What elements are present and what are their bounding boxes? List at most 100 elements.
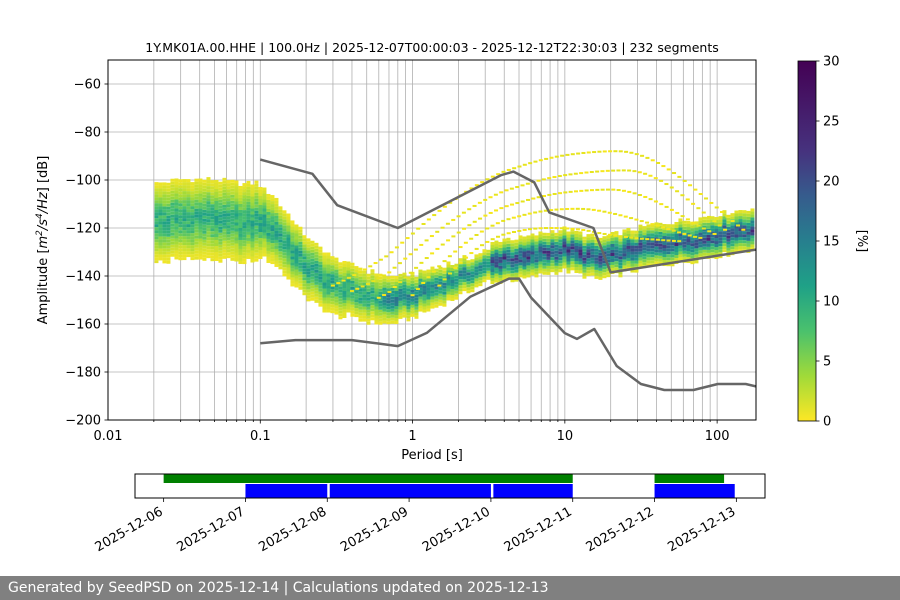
heatmap-cell (254, 258, 259, 262)
heatmap-cell (714, 244, 719, 248)
heatmap-cell (630, 233, 635, 237)
heatmap-cell (254, 237, 259, 241)
heatmap-outlier-cell (554, 208, 559, 211)
heatmap-cell (502, 247, 507, 251)
heatmap-cell (306, 286, 311, 290)
heatmap-cell (306, 277, 311, 281)
heatmap-cell (202, 200, 207, 204)
heatmap-outlier-cell (494, 209, 499, 212)
heatmap-cell (638, 224, 643, 228)
heatmap-cell (654, 240, 659, 244)
heatmap-cell (686, 245, 691, 249)
heatmap-outlier-cell (522, 213, 527, 216)
heatmap-cell (278, 266, 283, 270)
heatmap-cell (394, 278, 399, 282)
heatmap-cell (234, 216, 239, 220)
heatmap-cell (218, 214, 223, 218)
heatmap-cell (242, 216, 247, 220)
heatmap-cell (374, 285, 379, 289)
heatmap-cell (454, 269, 459, 273)
heatmap-cell (314, 287, 319, 291)
heatmap-cell (278, 245, 283, 249)
heatmap-cell (358, 300, 363, 304)
heatmap-cell (350, 307, 355, 311)
heatmap-cell (694, 260, 699, 264)
heatmap-cell (562, 259, 567, 263)
heatmap-cell (318, 246, 323, 250)
heatmap-cell (182, 179, 187, 183)
heatmap-cell (594, 257, 599, 261)
heatmap-cell (206, 222, 211, 226)
heatmap-cell (654, 243, 659, 247)
heatmap-cell (466, 260, 471, 264)
psd-heatmap (154, 150, 755, 325)
heatmap-cell (250, 190, 255, 194)
heatmap-outlier-cell (602, 210, 607, 213)
heatmap-cell (166, 254, 171, 258)
heatmap-cell (658, 240, 663, 244)
heatmap-cell (254, 213, 259, 217)
heatmap-cell (226, 207, 231, 211)
heatmap-cell (706, 219, 711, 223)
heatmap-cell (650, 257, 655, 261)
heatmap-outlier-cell (623, 215, 628, 218)
heatmap-cell (398, 282, 403, 286)
heatmap-cell (322, 252, 327, 256)
heatmap-cell (382, 278, 387, 282)
heatmap-cell (590, 236, 595, 240)
heatmap-cell (554, 265, 559, 269)
heatmap-outlier-cell (458, 261, 463, 264)
timeline-date-ticks: 2025-12-06 2025-12-07 2025-12-08 2025-12-09… (93, 498, 738, 555)
heatmap-cell (478, 283, 483, 287)
heatmap-cell (550, 233, 555, 237)
heatmap-cell (402, 296, 407, 300)
heatmap-outlier-cell (378, 258, 383, 261)
heatmap-cell (478, 265, 483, 269)
heatmap-cell (530, 245, 535, 249)
heatmap-cell (258, 253, 263, 257)
heatmap-cell (218, 232, 223, 236)
heatmap-cell (346, 303, 351, 307)
heatmap-outlier-cell (557, 175, 562, 178)
heatmap-cell (258, 226, 263, 230)
heatmap-cell (458, 264, 463, 268)
heatmap-cell (738, 243, 743, 247)
heatmap-cell (254, 210, 259, 214)
heatmap-cell (658, 237, 663, 241)
heatmap-cell (498, 241, 503, 245)
heatmap-cell (246, 231, 251, 235)
heatmap-cell (622, 250, 627, 254)
heatmap-cell (282, 219, 287, 223)
heatmap-cell (498, 262, 503, 266)
heatmap-cell (626, 251, 631, 255)
heatmap-cell (678, 224, 683, 228)
heatmap-cell (266, 214, 271, 218)
heatmap-cell (238, 188, 243, 192)
heatmap-cell (410, 280, 415, 284)
heatmap-cell (166, 224, 171, 228)
heatmap-outlier-cell (488, 196, 493, 199)
heatmap-cell (370, 299, 375, 303)
heatmap-cell (458, 270, 463, 274)
heatmap-cell (350, 304, 355, 308)
heatmap-cell (410, 304, 415, 308)
heatmap-cell (154, 185, 159, 189)
heatmap-outlier-cell (586, 229, 591, 232)
heatmap-cell (194, 241, 199, 245)
heatmap-cell (614, 261, 619, 265)
heatmap-cell (286, 249, 291, 253)
heatmap-cell (658, 222, 663, 226)
heatmap-cell (714, 250, 719, 254)
heatmap-cell (222, 225, 227, 229)
heatmap-outlier-cell (655, 224, 660, 227)
heatmap-cell (198, 208, 203, 212)
heatmap-cell (706, 231, 711, 235)
heatmap-cell (510, 246, 515, 250)
heatmap-cell (502, 250, 507, 254)
heatmap-cell (210, 222, 215, 226)
heatmap-cell (190, 236, 195, 240)
heatmap-cell (514, 272, 519, 276)
heatmap-cell (490, 263, 495, 267)
heatmap-cell (210, 216, 215, 220)
heatmap-cell (190, 194, 195, 198)
